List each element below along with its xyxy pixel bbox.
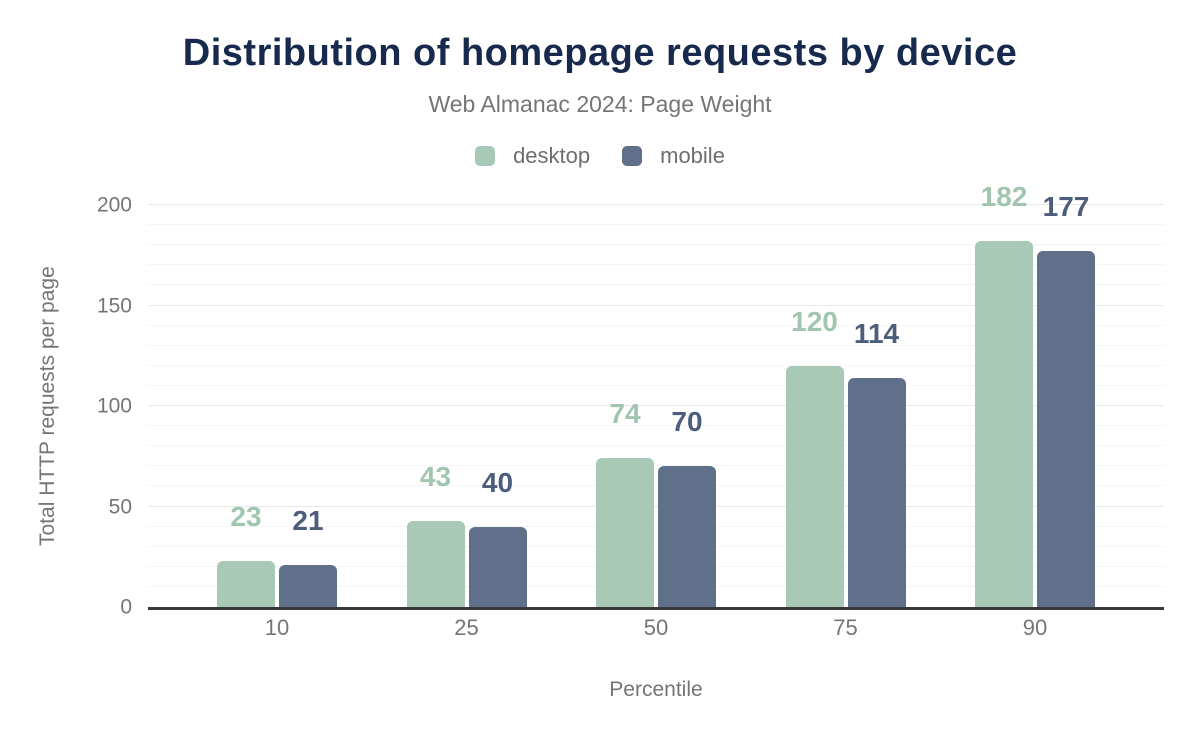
bar-mobile-p50 [658, 466, 716, 607]
data-label-mobile-p75: 114 [853, 317, 900, 349]
gridline-minor-30 [148, 545, 1164, 547]
y-tick-0: 0 [120, 595, 132, 619]
gridline-minor-60 [148, 485, 1164, 487]
gridline-minor-180 [148, 244, 1164, 246]
legend-item-mobile: mobile [622, 143, 725, 169]
data-label-desktop-p50: 74 [609, 398, 641, 430]
bar-mobile-p10 [279, 564, 337, 607]
gridline-major-50 [148, 505, 1164, 507]
x-axis-labels: 10 25 50 75 90 [148, 617, 1164, 647]
x-tick-50: 50 [643, 615, 669, 640]
bar-mobile-p90 [1037, 251, 1095, 607]
bar-desktop-p25 [406, 520, 465, 607]
legend-label-mobile: mobile [660, 143, 725, 168]
gridline-minor-40 [148, 525, 1164, 527]
gridline-minor-20 [148, 565, 1164, 567]
chart-title: Distribution of homepage requests by dev… [182, 32, 1018, 74]
gridline-minor-190 [148, 224, 1164, 226]
data-label-desktop-p10: 23 [230, 500, 262, 532]
x-tick-25: 25 [454, 615, 479, 640]
x-tick-10: 10 [264, 615, 290, 640]
bar-desktop-p10 [217, 560, 275, 607]
gridline-minor-120 [148, 364, 1164, 366]
x-axis-title: Percentile [609, 678, 703, 701]
gridline-minor-70 [148, 465, 1164, 467]
data-label-desktop-p75: 120 [791, 305, 838, 337]
plot-area: 23 21 43 40 74 70 120 114 182 177 [148, 183, 1164, 610]
mobile-swatch-icon [622, 146, 643, 166]
gridline-major-100 [148, 405, 1164, 406]
y-tick-200: 200 [96, 193, 132, 217]
gridline-major-200 [148, 204, 1164, 205]
y-tick-100: 100 [96, 394, 132, 418]
bar-desktop-p90 [975, 241, 1033, 607]
gridline-minor-170 [148, 264, 1164, 266]
x-tick-90: 90 [1022, 615, 1048, 640]
gridline-minor-160 [148, 284, 1164, 286]
data-label-desktop-p25: 43 [419, 460, 452, 492]
gridline-minor-80 [148, 445, 1164, 447]
data-label-desktop-p90: 182 [980, 181, 1028, 213]
y-tick-150: 150 [96, 294, 132, 317]
bar-desktop-p75 [785, 365, 844, 607]
gridline-minor-140 [148, 324, 1164, 326]
gridline-major-150 [148, 304, 1164, 306]
bar-mobile-p75 [847, 377, 906, 607]
y-tick-50: 50 [108, 495, 132, 518]
desktop-swatch-icon [475, 146, 496, 166]
legend-item-desktop: desktop [475, 143, 590, 169]
bar-mobile-p25 [468, 526, 527, 607]
bar-desktop-p50 [596, 458, 654, 607]
legend: desktop mobile [0, 143, 1200, 169]
x-tick-75: 75 [833, 615, 858, 640]
data-label-mobile-p90: 177 [1042, 191, 1090, 223]
data-label-mobile-p10: 21 [292, 504, 324, 536]
gridline-minor-130 [148, 344, 1164, 346]
gridline-minor-10 [148, 585, 1164, 587]
legend-label-desktop: desktop [513, 143, 591, 168]
gridline-minor-90 [148, 425, 1164, 427]
chart-subtitle: Web Almanac 2024: Page Weight [428, 91, 772, 117]
gridline-minor-110 [148, 384, 1164, 386]
y-axis-labels: 0 50 100 150 200 [0, 195, 132, 618]
data-label-mobile-p50: 70 [671, 406, 703, 438]
data-label-mobile-p25: 40 [481, 466, 514, 498]
